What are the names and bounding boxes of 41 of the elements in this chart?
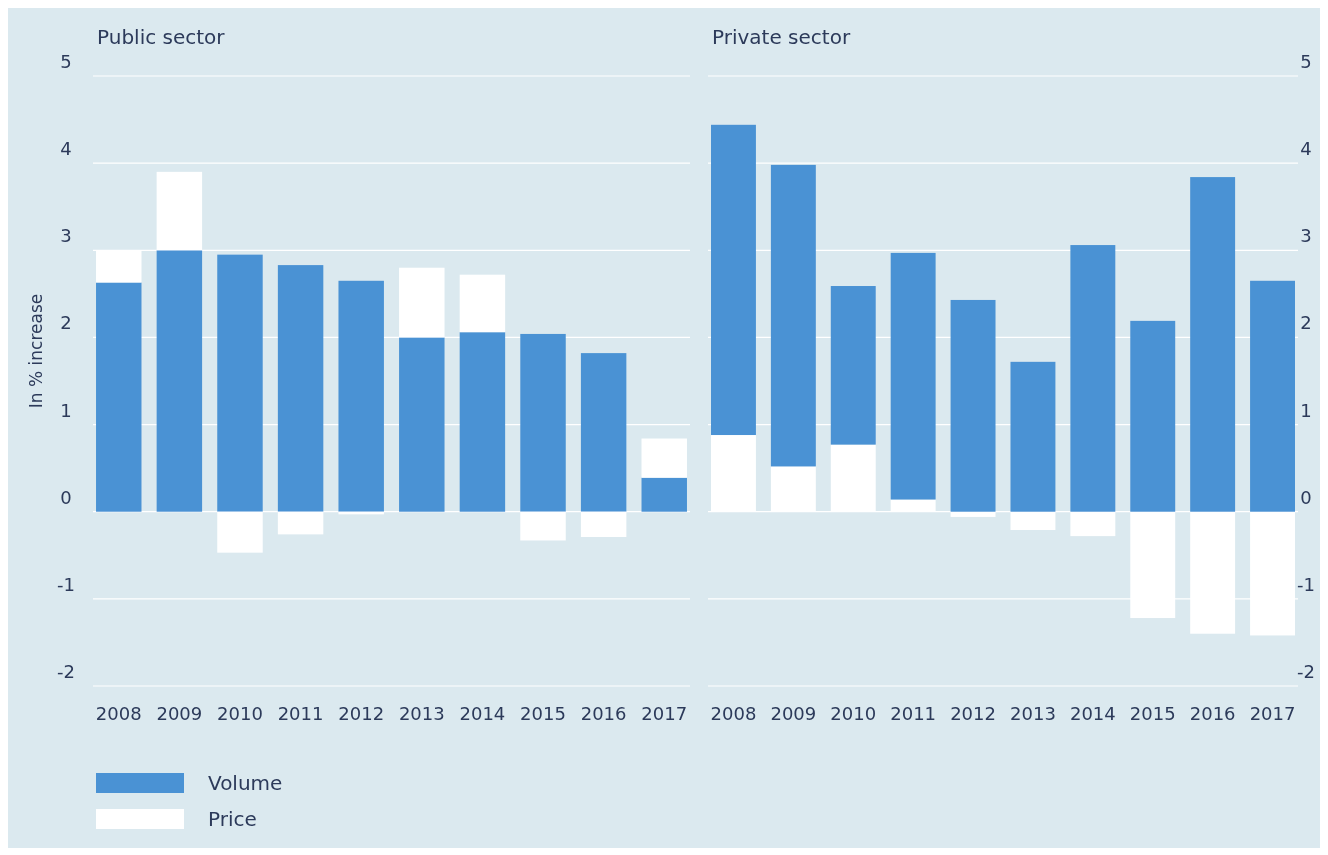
legend-label: Price [208, 807, 257, 831]
x-tick-label: 2011 [890, 703, 937, 724]
x-tick-label: 2016 [580, 703, 627, 724]
x-tick-label: 2015 [1129, 703, 1176, 724]
x-tick-label: 2012 [338, 703, 385, 724]
x-tick-label: 2015 [520, 703, 566, 724]
x-tick-label: 2013 [1010, 703, 1056, 724]
x-tick-label: 2008 [95, 703, 142, 724]
x-tick-label: 2016 [1189, 703, 1236, 724]
y-tick-label: -2 [1297, 661, 1315, 682]
x-tick-label: 2017 [641, 703, 688, 724]
y-tick-label: 4 [60, 138, 72, 160]
y-tick-label: 1 [1300, 399, 1312, 421]
y-tick-label: 5 [60, 51, 72, 72]
y-tick-label: -2 [57, 661, 75, 682]
x-tick-label: 2014 [1069, 703, 1116, 724]
chart-title: Public sector [97, 25, 226, 49]
y-tick-label: 5 [1300, 51, 1312, 72]
legend-label: Volume [208, 771, 283, 795]
x-tick-label: 2014 [459, 703, 506, 724]
x-tick-label: 2010 [217, 703, 263, 724]
y-tick-label: 3 [60, 225, 72, 247]
y-tick-label: 1 [60, 399, 72, 421]
y-tick-label: 2 [1300, 312, 1312, 334]
chart-title: Private sector [712, 25, 851, 49]
y-tick-label: 0 [60, 486, 72, 508]
x-tick-label: 2010 [830, 703, 877, 724]
x-tick-label: 2011 [277, 703, 324, 724]
y-tick-label: 2 [60, 312, 72, 334]
x-tick-label: 2009 [156, 703, 203, 724]
y-tick-label: 3 [1300, 225, 1312, 247]
x-tick-label: 2009 [770, 703, 817, 724]
y-tick-label: -1 [1297, 573, 1315, 595]
x-tick-label: 2012 [950, 703, 996, 724]
x-tick-label: 2017 [1249, 703, 1296, 724]
y-tick-label: 0 [1300, 486, 1312, 508]
x-tick-label: 2013 [398, 703, 445, 724]
y-tick-label: -1 [57, 573, 75, 595]
y-tick-label: 4 [1300, 138, 1312, 160]
y-axis-title: In % increase [26, 293, 46, 409]
x-tick-label: 2008 [710, 703, 757, 724]
